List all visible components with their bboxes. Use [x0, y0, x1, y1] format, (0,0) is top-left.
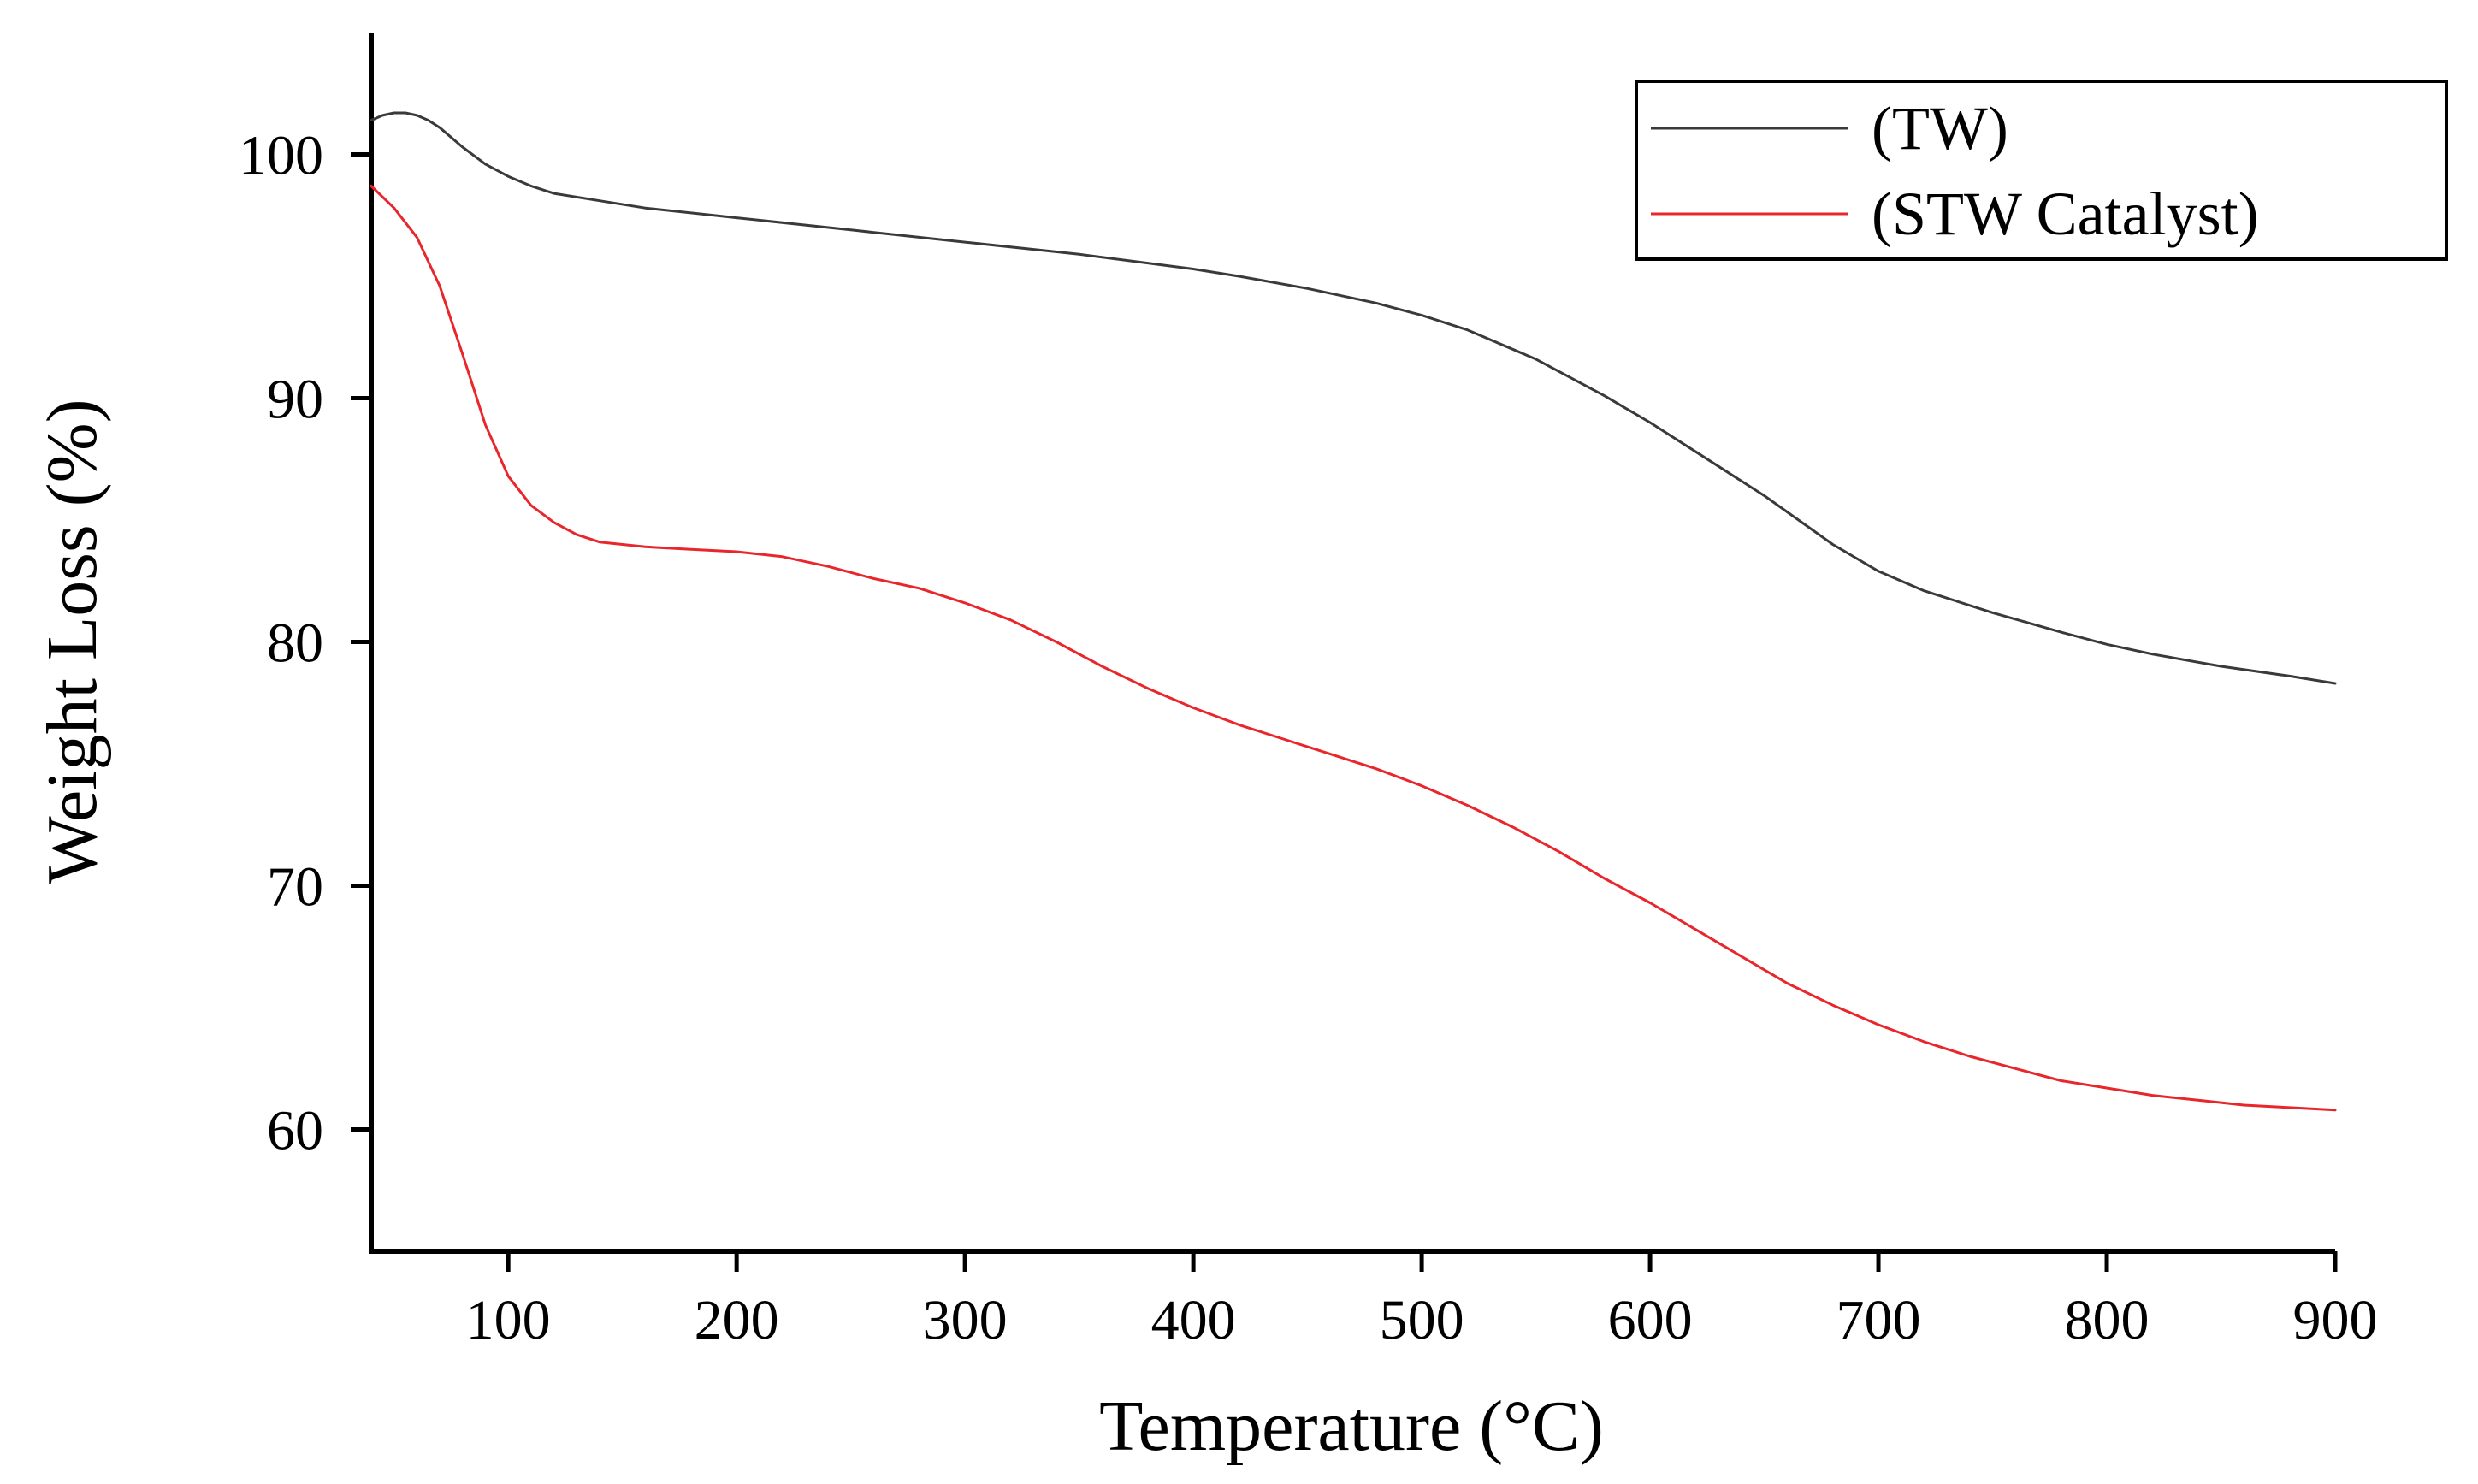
legend: (TW) (STW Catalyst) — [1635, 80, 2448, 261]
y-tick-label: 70 — [267, 856, 323, 919]
legend-label-stw-catalyst: (STW Catalyst) — [1872, 180, 2259, 248]
x-tick-label: 400 — [1151, 1289, 1236, 1351]
x-tick-label: 500 — [1380, 1289, 1464, 1351]
y-tick-label: 80 — [267, 612, 323, 675]
series-layer — [370, 111, 2337, 1112]
y-axis-ticks: 60 70 80 90 100 — [239, 125, 371, 1162]
x-tick-label: 600 — [1608, 1289, 1693, 1351]
x-axis-ticks: 100 200 300 400 500 600 700 800 900 — [466, 1251, 2378, 1351]
x-tick-label: 700 — [1836, 1289, 1921, 1351]
x-tick-label: 900 — [2293, 1289, 2378, 1351]
y-axis-title: Weight Loss (%) — [33, 399, 112, 884]
x-tick-label: 800 — [2065, 1289, 2150, 1351]
legend-label-tw: (TW) — [1872, 94, 2008, 163]
y-tick-label: 60 — [267, 1100, 323, 1162]
x-tick-label: 200 — [695, 1289, 779, 1351]
legend-box — [1635, 80, 2448, 261]
y-tick-label: 90 — [267, 369, 323, 431]
series-line-tw — [370, 111, 2337, 685]
series-line-stw-catalyst — [370, 185, 2337, 1112]
x-tick-label: 300 — [923, 1289, 1008, 1351]
x-tick-label: 100 — [466, 1289, 551, 1351]
x-axis-title: Temperature (°C) — [1099, 1386, 1604, 1466]
y-tick-label: 100 — [239, 125, 323, 187]
